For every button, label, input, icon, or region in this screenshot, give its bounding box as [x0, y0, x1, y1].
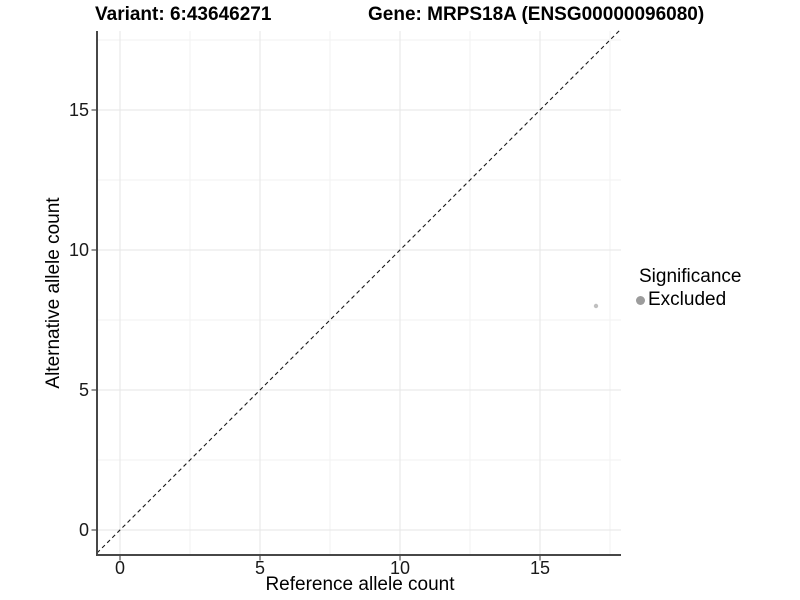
- legend-title: Significance: [639, 266, 742, 287]
- legend: Significance Excluded: [636, 266, 741, 310]
- y-axis-title: Alternative allele count: [43, 197, 64, 389]
- x-tick-label: 0: [114, 558, 125, 578]
- y-tick-label: 15: [68, 100, 89, 120]
- identity-dashed-line: [96, 28, 622, 554]
- y-tick-label: 5: [78, 380, 89, 400]
- x-tick-label: 15: [529, 558, 551, 578]
- legend-item-label: Excluded: [648, 289, 727, 310]
- x-tick-label: 10: [389, 558, 411, 578]
- variant-title: Variant: 6:43646271: [95, 4, 272, 25]
- y-tick-label: 10: [68, 240, 89, 260]
- x-axis-title: Reference allele count: [265, 574, 455, 595]
- legend-item-excluded: Excluded: [636, 290, 741, 310]
- x-tick-label: 5: [254, 558, 265, 578]
- y-tick-label: 0: [78, 520, 89, 540]
- legend-point-icon: [636, 295, 645, 305]
- data-point: [593, 303, 599, 309]
- gene-title: Gene: MRPS18A (ENSG00000096080): [368, 4, 705, 25]
